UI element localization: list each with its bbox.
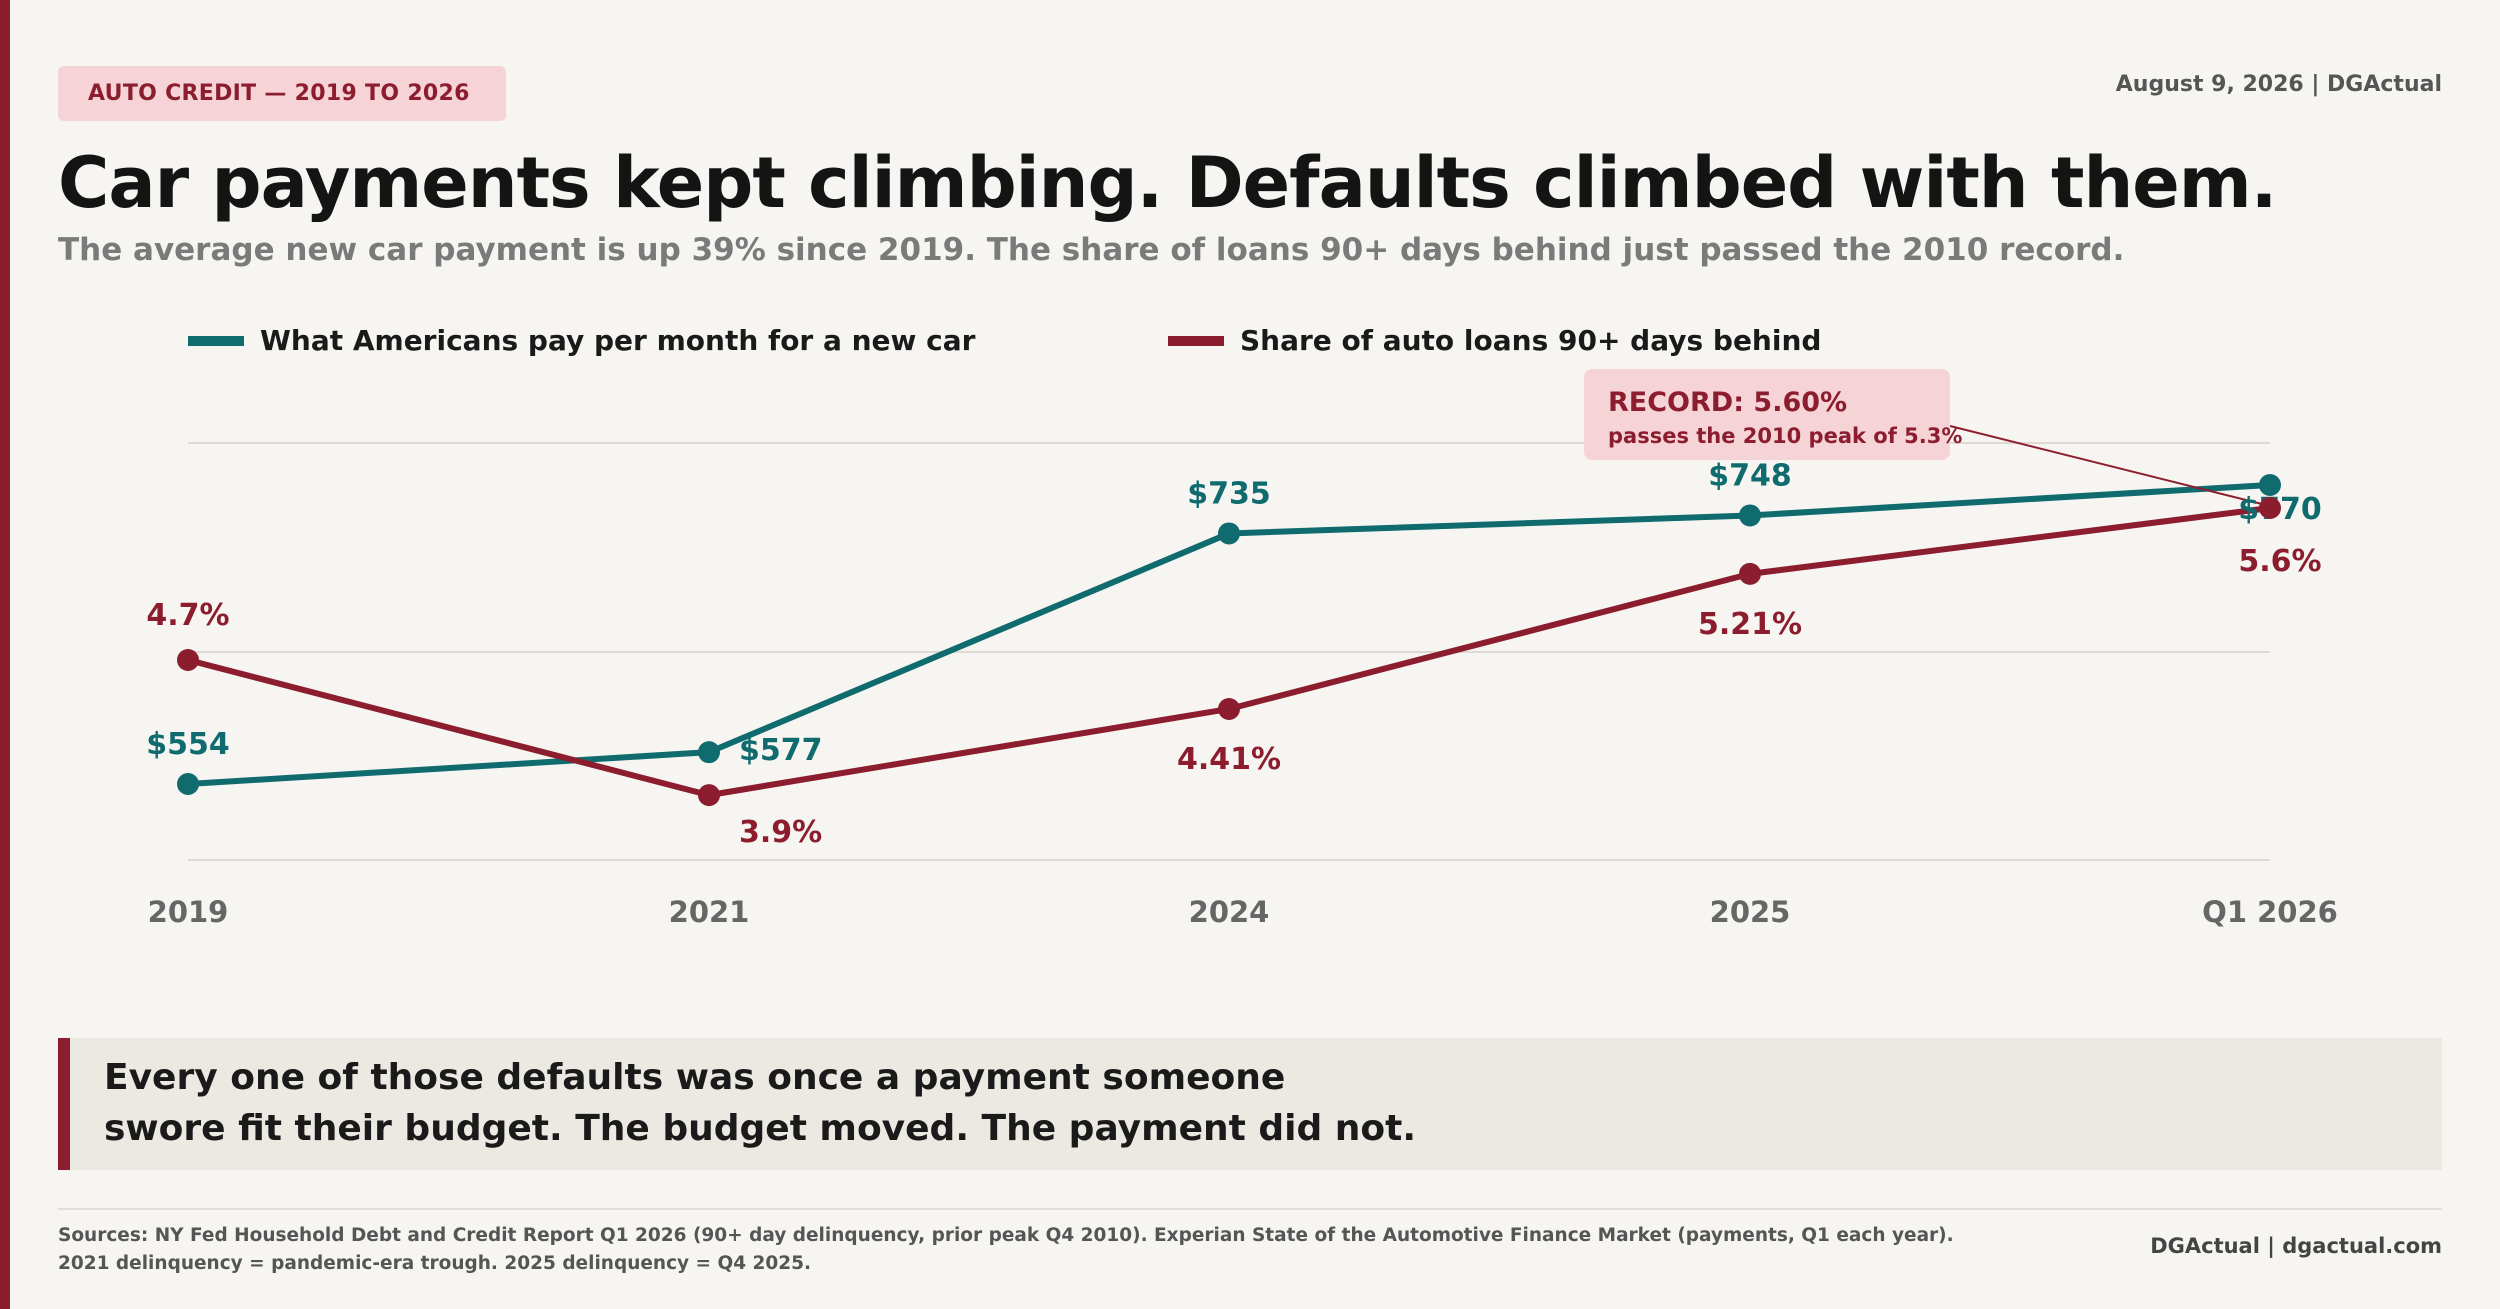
data-point-payment-0 xyxy=(177,773,199,795)
data-label-delinquency-3: 5.21% xyxy=(1698,607,1802,642)
footer-divider xyxy=(58,1208,2442,1210)
legend-label-payment: What Americans pay per month for a new c… xyxy=(260,324,976,357)
data-label-delinquency-1: 3.9% xyxy=(739,815,822,850)
data-point-delinquency-2 xyxy=(1218,697,1240,720)
takeaway-line-2: swore fit their budget. The budget moved… xyxy=(104,1108,1417,1149)
legend-item-payment: What Americans pay per month for a new c… xyxy=(188,324,975,357)
data-point-payment-3 xyxy=(1739,504,1761,527)
data-point-delinquency-4 xyxy=(2259,497,2281,519)
data-label-payment-1: $577 xyxy=(739,733,823,768)
data-point-payment-1 xyxy=(698,741,720,764)
legend-swatch-delinquency xyxy=(1168,335,1224,346)
data-label-payment-0: $554 xyxy=(146,727,230,762)
annotation-text: passes the 2010 peak of 5.3% xyxy=(1608,424,1962,448)
annotation-box xyxy=(1584,369,1950,460)
annotation-leader-line xyxy=(1949,425,2263,505)
sources-line-1: Sources: NY Fed Household Debt and Credi… xyxy=(58,1225,1954,1246)
x-tick-label-3: 2025 xyxy=(1710,895,1791,929)
legend-swatch-payment xyxy=(188,335,244,346)
section-kicker: AUTO CREDIT — 2019 TO 2026 xyxy=(58,66,506,121)
x-tick-label-0: 2019 xyxy=(148,895,229,929)
data-point-payment-4 xyxy=(2259,474,2281,496)
data-point-delinquency-0 xyxy=(177,649,199,671)
takeaway-line-1: Every one of those defaults was once a p… xyxy=(104,1057,1286,1098)
sources-note: Sources: NY Fed Household Debt and Credi… xyxy=(58,1222,1954,1278)
data-label-delinquency-0: 4.7% xyxy=(146,598,229,633)
data-label-delinquency-2: 4.41% xyxy=(1177,742,1281,777)
takeaway-callout: Every one of those defaults was once a p… xyxy=(58,1038,2442,1170)
subheadline: The average new car payment is up 39% si… xyxy=(58,232,2125,268)
line-chart: RECORD: 5.60% passes the 2010 peak of 5.3… xyxy=(146,369,2338,929)
data-point-delinquency-3 xyxy=(1739,562,1761,585)
data-label-payment-3: $748 xyxy=(1708,458,1792,493)
data-point-payment-2 xyxy=(1218,522,1240,545)
data-label-payment-2: $735 xyxy=(1187,476,1271,511)
annotation-title: RECORD: 5.60% xyxy=(1608,387,1847,418)
x-tick-label-2: 2024 xyxy=(1189,895,1270,929)
dateline: August 9, 2026 | DGActual xyxy=(2115,72,2442,97)
accent-rule xyxy=(0,0,10,1309)
legend-item-delinquency: Share of auto loans 90+ days behind xyxy=(1168,324,1821,357)
x-tick-label-4: Q1 2026 xyxy=(2202,895,2338,929)
footer-credit: DGActual | dgactual.com xyxy=(2150,1234,2442,1258)
headline: Car payments kept climbing. Defaults cli… xyxy=(58,142,2277,224)
x-tick-label-1: 2021 xyxy=(669,895,750,929)
sources-line-2: 2021 delinquency = pandemic-era trough. … xyxy=(58,1253,812,1274)
legend-label-delinquency: Share of auto loans 90+ days behind xyxy=(1240,324,1822,357)
data-point-delinquency-1 xyxy=(698,784,720,807)
data-label-delinquency-4: 5.6% xyxy=(2238,544,2321,579)
